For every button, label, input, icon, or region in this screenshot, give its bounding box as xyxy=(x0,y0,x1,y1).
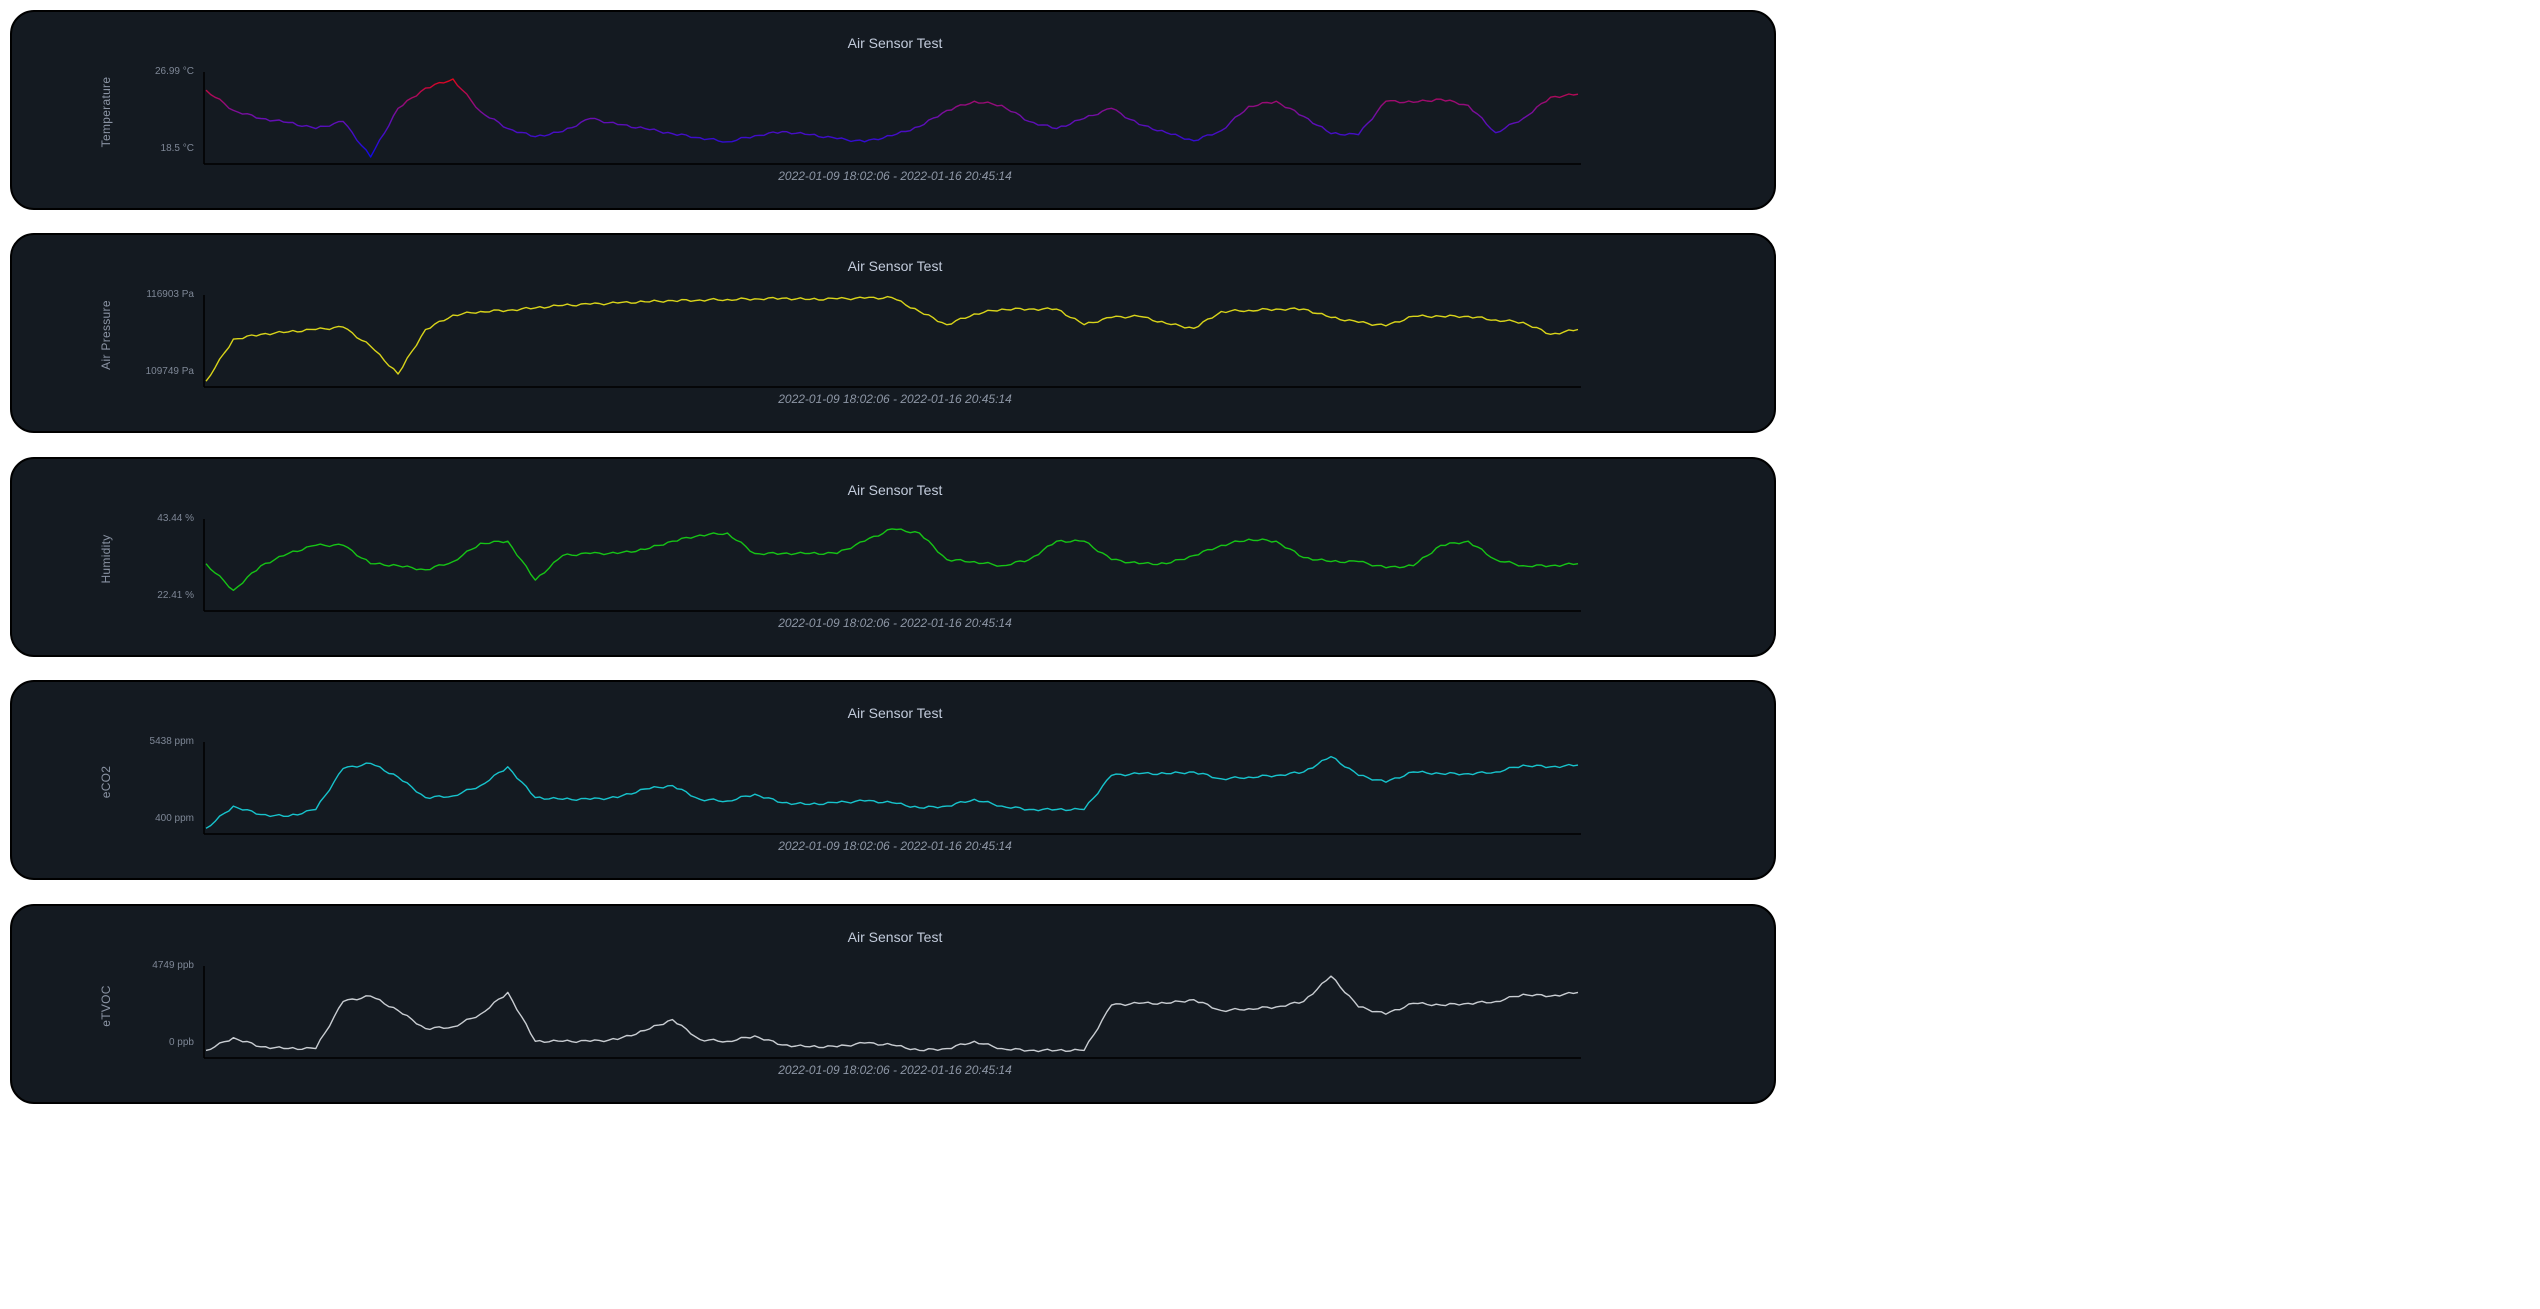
chart-card-etvoc: Air Sensor Test eTVOC 4749 ppb 0 ppb 202… xyxy=(10,904,1776,1104)
date-range-label: 2022-01-09 18:02:06 - 2022-01-16 20:45:1… xyxy=(778,1063,1012,1077)
chart-title: Air Sensor Test xyxy=(847,482,943,498)
chart-card-humidity: Air Sensor Test Humidity 43.44 % 22.41 %… xyxy=(10,457,1776,657)
line-chart-svg xyxy=(203,519,1581,612)
plot-area xyxy=(203,295,1585,394)
line-chart-svg xyxy=(203,742,1581,835)
line-chart-svg xyxy=(203,72,1581,165)
plot-area xyxy=(203,742,1585,841)
date-range-label: 2022-01-09 18:02:06 - 2022-01-16 20:45:1… xyxy=(778,839,1012,853)
chart-title: Air Sensor Test xyxy=(847,705,943,721)
y-axis-max-label: 5438 ppm xyxy=(149,736,194,747)
y-axis-label: Humidity xyxy=(99,534,113,584)
line-chart-svg xyxy=(203,295,1581,388)
chart-title: Air Sensor Test xyxy=(847,258,943,274)
y-axis-min-label: 400 ppm xyxy=(155,813,194,824)
y-axis-label: Temperature xyxy=(99,76,113,148)
y-axis-min-label: 18.5 °C xyxy=(160,143,194,154)
y-axis-min-label: 109749 Pa xyxy=(145,366,194,377)
y-axis-label: Air Pressure xyxy=(99,300,113,370)
y-axis-max-label: 4749 ppb xyxy=(152,960,194,971)
y-axis-label: eCO2 xyxy=(99,765,113,799)
date-range-label: 2022-01-09 18:02:06 - 2022-01-16 20:45:1… xyxy=(778,392,1012,406)
series-line-temperature xyxy=(205,78,1579,158)
y-axis-max-label: 116903 Pa xyxy=(146,289,194,300)
series-line-etvoc xyxy=(205,975,1579,1053)
y-axis-max-label: 43.44 % xyxy=(157,513,194,524)
plot-area xyxy=(203,72,1585,171)
series-line-humidity xyxy=(205,528,1579,591)
date-range-label: 2022-01-09 18:02:06 - 2022-01-16 20:45:1… xyxy=(778,169,1012,183)
date-range-label: 2022-01-09 18:02:06 - 2022-01-16 20:45:1… xyxy=(778,616,1012,630)
y-axis-min-label: 22.41 % xyxy=(157,590,194,601)
plot-area xyxy=(203,519,1585,618)
chart-card-pressure: Air Sensor Test Air Pressure 116903 Pa 1… xyxy=(10,233,1776,433)
chart-title: Air Sensor Test xyxy=(847,35,943,51)
series-line-eco2 xyxy=(205,755,1579,829)
y-axis-label: eTVOC xyxy=(99,985,113,1027)
chart-card-eco2: Air Sensor Test eCO2 5438 ppm 400 ppm 20… xyxy=(10,680,1776,880)
line-chart-svg xyxy=(203,966,1581,1059)
chart-title: Air Sensor Test xyxy=(847,929,943,945)
plot-area xyxy=(203,966,1585,1065)
series-line-pressure xyxy=(205,295,1579,382)
y-axis-min-label: 0 ppb xyxy=(168,1037,194,1048)
chart-card-temperature: Air Sensor Test Temperature 26.99 °C 18.… xyxy=(10,10,1776,210)
y-axis-max-label: 26.99 °C xyxy=(154,66,194,77)
